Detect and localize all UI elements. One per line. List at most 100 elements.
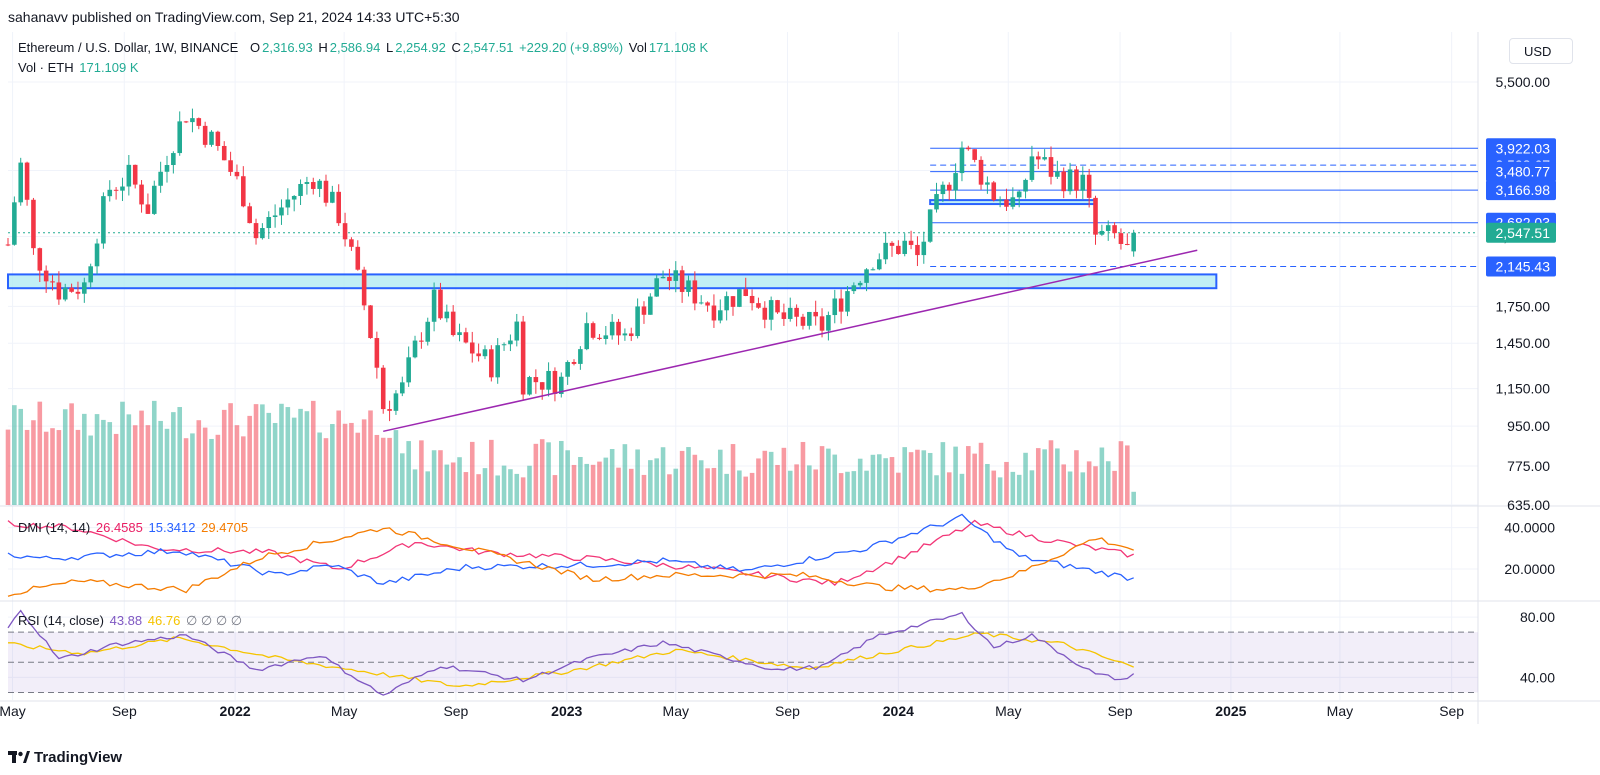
candle-body	[69, 287, 74, 292]
volume-bar	[1099, 447, 1105, 505]
candle-body	[355, 246, 361, 270]
price-level-tag[interactable]	[1486, 161, 1556, 182]
candle-body	[241, 176, 246, 207]
time-axis-label[interactable]: May	[663, 703, 689, 719]
candle-body	[1131, 232, 1136, 252]
volume-bar	[921, 450, 927, 505]
price-axis-label[interactable]: 1,750.00	[1496, 298, 1551, 314]
trendline-layer[interactable]	[383, 249, 1198, 433]
time-axis-label[interactable]: 2025	[1215, 703, 1246, 719]
time-axis-label[interactable]: Sep	[775, 703, 800, 719]
candle-body	[107, 189, 113, 197]
candle-body	[667, 276, 672, 281]
candle-body	[18, 162, 24, 203]
candle-body	[253, 223, 259, 239]
time-axis-label[interactable]: Sep	[112, 703, 137, 719]
rsi-label[interactable]: RSI (14, close)	[18, 613, 104, 628]
candle-body	[692, 280, 698, 304]
candle-body	[991, 182, 997, 201]
indicator-axis-label[interactable]: 20.0000	[1504, 561, 1555, 577]
candle-body	[1080, 174, 1086, 191]
volume-bar	[603, 457, 609, 505]
time-axis-label[interactable]: May	[995, 703, 1021, 719]
volume-bar	[349, 422, 354, 505]
candle-body	[1118, 233, 1124, 244]
candle-body	[132, 164, 138, 185]
candle-body	[88, 266, 93, 283]
currency-button[interactable]: USD	[1509, 38, 1573, 64]
candle-body	[202, 125, 208, 145]
price-level-tag[interactable]	[1486, 180, 1556, 201]
candle-body	[749, 295, 755, 304]
chart-canvas[interactable]: May Sep 2022 May Sep 2023 May Sep 2024 May Sep 2025…	[0, 32, 1600, 740]
volume-bar	[730, 444, 736, 505]
time-axis-label[interactable]: May	[1327, 703, 1353, 719]
indicator-axis-label[interactable]: 80.00	[1520, 609, 1555, 625]
volume-bar	[959, 473, 965, 505]
price-level-tag-label: 3,480.77	[1496, 164, 1551, 180]
price-level-tag[interactable]	[1486, 138, 1556, 159]
price-level-tag[interactable]	[1486, 256, 1556, 277]
price-axis-label[interactable]: 1,150.00	[1496, 381, 1551, 397]
time-axis-label[interactable]: Sep	[1439, 703, 1464, 719]
grid-layer	[0, 32, 1600, 724]
volume-bar	[24, 429, 30, 505]
volume-bar	[966, 446, 971, 505]
vol-value: 171.108 K	[648, 40, 709, 55]
volume-bar	[546, 442, 551, 505]
price-axis-label[interactable]: 5,500.00	[1496, 74, 1551, 90]
candle-body	[832, 298, 838, 316]
dmi-line-di	[7, 513, 1134, 585]
volume-bar	[857, 458, 863, 505]
time-axis-label[interactable]: 2022	[220, 703, 251, 719]
volume-bar	[209, 438, 214, 505]
axis-layer[interactable]: May Sep 2022 May Sep 2023 May Sep 2024 May Sep 2025…	[0, 74, 1556, 719]
dmi-label[interactable]: DMI (14, 14)	[18, 520, 91, 535]
last-price-tag[interactable]	[1486, 222, 1556, 243]
price-axis-label[interactable]: 635.00	[1507, 497, 1550, 513]
candle-body	[501, 344, 507, 346]
volume-bar	[832, 454, 838, 505]
candle-body	[37, 248, 43, 271]
volume-bar	[1080, 472, 1086, 505]
volume-bar	[260, 404, 265, 505]
candle-body	[298, 183, 303, 196]
candle-body	[463, 332, 469, 343]
candle-body	[826, 315, 831, 331]
time-axis-label[interactable]: Sep	[443, 703, 468, 719]
candle-body	[648, 296, 653, 315]
volume-bar	[705, 468, 710, 505]
candle-body	[330, 191, 335, 203]
candle-body	[1061, 171, 1067, 192]
volume-bar	[1093, 466, 1098, 505]
publish-info-bar: sahanavv published on TradingView.com, S…	[0, 0, 1600, 32]
volume-bar	[438, 450, 443, 505]
time-axis-label[interactable]: May	[331, 703, 357, 719]
candle-body	[857, 282, 863, 286]
candle-body	[889, 242, 895, 246]
time-axis-label[interactable]: May	[0, 703, 26, 719]
volume-bar	[139, 410, 144, 505]
ascending-trendline[interactable]	[383, 249, 1198, 433]
price-axis-label[interactable]: 950.00	[1507, 418, 1550, 434]
volume-bar	[361, 419, 367, 505]
vol-line-label[interactable]: Vol · ETH	[18, 60, 74, 75]
tradingview-logo[interactable]: TradingView	[8, 749, 122, 766]
candle-body	[851, 285, 857, 292]
volume-bar	[578, 456, 583, 505]
main-legend: Ethereum / U.S. Dollar, 1W, BINANCE O 2,3…	[18, 40, 710, 55]
candle-body	[985, 182, 990, 185]
candle-body	[1112, 225, 1117, 234]
time-axis-label[interactable]: 2023	[551, 703, 582, 719]
volume-bar	[285, 407, 291, 505]
indicator-axis-label[interactable]: 40.0000	[1504, 520, 1555, 536]
price-axis-label[interactable]: 1,450.00	[1496, 335, 1551, 351]
candle-body	[145, 204, 151, 214]
indicator-axis-label[interactable]: 40.00	[1520, 669, 1555, 685]
price-axis-label[interactable]: 775.00	[1507, 458, 1550, 474]
time-axis-label[interactable]: Sep	[1108, 703, 1133, 719]
volume-bar	[43, 431, 49, 505]
time-axis-label[interactable]: 2024	[883, 703, 914, 719]
symbol-title[interactable]: Ethereum / U.S. Dollar, 1W, BINANCE	[18, 40, 239, 55]
volume-bar	[533, 443, 539, 505]
